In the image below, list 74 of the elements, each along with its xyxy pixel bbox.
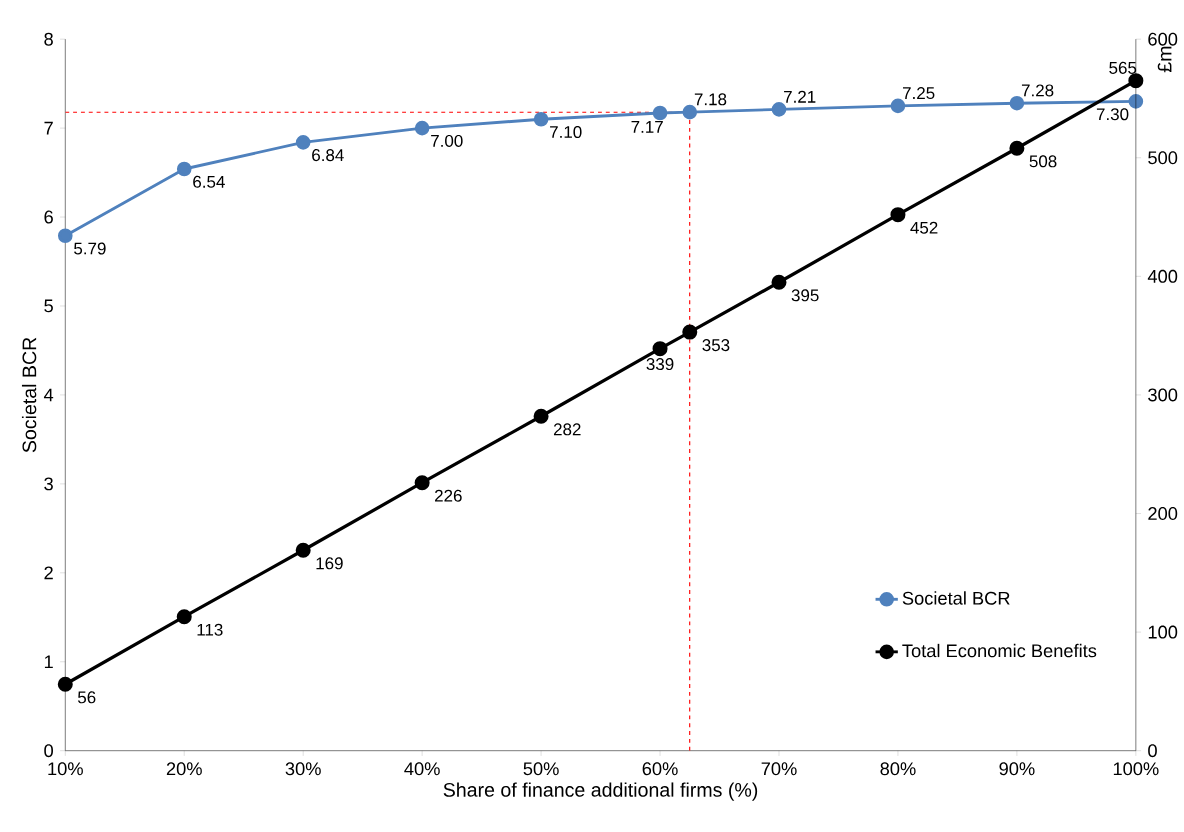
x-tick-label: 60% <box>642 762 678 776</box>
data-label: 7.18 <box>694 93 727 106</box>
y-tick-label: 6 <box>44 210 53 224</box>
data-label: 7.00 <box>431 135 463 148</box>
data-label: 339 <box>646 358 674 371</box>
x-tick-label: 30% <box>285 762 321 776</box>
x-tick-label: 40% <box>404 762 440 776</box>
x-axis-title: Share of finance additional firms (%) <box>443 782 758 801</box>
data-label: 7.21 <box>784 90 816 103</box>
point <box>682 324 698 340</box>
data-label: 282 <box>553 423 581 436</box>
y-tick-label: 5 <box>44 299 53 313</box>
data-label: 7.28 <box>1021 84 1054 97</box>
data-label: 7.30 <box>1096 108 1129 121</box>
data-label: 7.17 <box>631 121 663 133</box>
x-tick-label: 10% <box>48 762 83 776</box>
x-tick-label: 20% <box>166 762 202 776</box>
y2-tick-label: 600 <box>1148 32 1178 46</box>
legend-label: Total Economic Benefits <box>902 644 1097 658</box>
point <box>1009 96 1025 111</box>
x-tick-label: 70% <box>761 762 797 776</box>
y2-tick-label: 500 <box>1148 151 1178 165</box>
data-label: 5.79 <box>74 242 106 255</box>
point <box>890 207 906 223</box>
point <box>771 274 787 290</box>
point <box>1128 73 1144 89</box>
point <box>771 102 787 117</box>
point <box>414 475 430 491</box>
y2-tick-label: 400 <box>1147 270 1178 283</box>
point <box>652 341 668 357</box>
point <box>295 542 311 558</box>
data-label: 565 <box>1109 62 1137 75</box>
point <box>176 609 192 625</box>
point <box>533 112 549 127</box>
x-tick-label: 90% <box>999 762 1035 776</box>
y2-tick-label: 100 <box>1148 625 1178 639</box>
x-tick-label: 100% <box>1113 762 1159 776</box>
y-tick-label: 1 <box>44 655 53 669</box>
y2-axis-title: £m <box>1157 47 1172 73</box>
y-tick-label: 8 <box>44 32 53 46</box>
legend-label: Societal BCR <box>902 591 1010 605</box>
x-tick-label: 80% <box>880 762 916 776</box>
data-label: 7.10 <box>550 126 582 139</box>
data-label: 508 <box>1029 155 1057 168</box>
point <box>295 135 311 150</box>
point <box>682 104 698 120</box>
point <box>414 120 430 136</box>
point <box>652 105 668 121</box>
point <box>533 408 549 424</box>
x-tick-label: 50% <box>523 762 559 776</box>
data-label: 6.54 <box>193 175 225 188</box>
data-label: 113 <box>197 623 223 636</box>
point <box>57 228 73 244</box>
y-axis-title: Societal BCR <box>21 337 37 453</box>
data-label: 226 <box>435 489 462 502</box>
y-tick-label: 0 <box>44 744 54 758</box>
y-tick-label: 7 <box>44 121 53 135</box>
y2-tick-label: 300 <box>1148 388 1178 402</box>
data-label: 353 <box>702 339 730 352</box>
y-tick-label: 4 <box>43 388 54 402</box>
data-label: 7.25 <box>903 87 935 100</box>
y-tick-label: 2 <box>44 566 53 580</box>
point <box>1009 140 1025 156</box>
y-tick-label: 3 <box>44 477 53 491</box>
data-label: 169 <box>316 557 343 570</box>
point <box>890 98 906 114</box>
data-label: 395 <box>791 289 819 302</box>
data-label: 56 <box>77 691 96 704</box>
point <box>57 676 73 692</box>
y2-tick-label: 200 <box>1148 507 1178 521</box>
y2-tick-label: 0 <box>1148 744 1157 758</box>
data-label: 452 <box>910 221 938 234</box>
point <box>176 161 192 177</box>
data-label: 6.84 <box>312 149 344 162</box>
